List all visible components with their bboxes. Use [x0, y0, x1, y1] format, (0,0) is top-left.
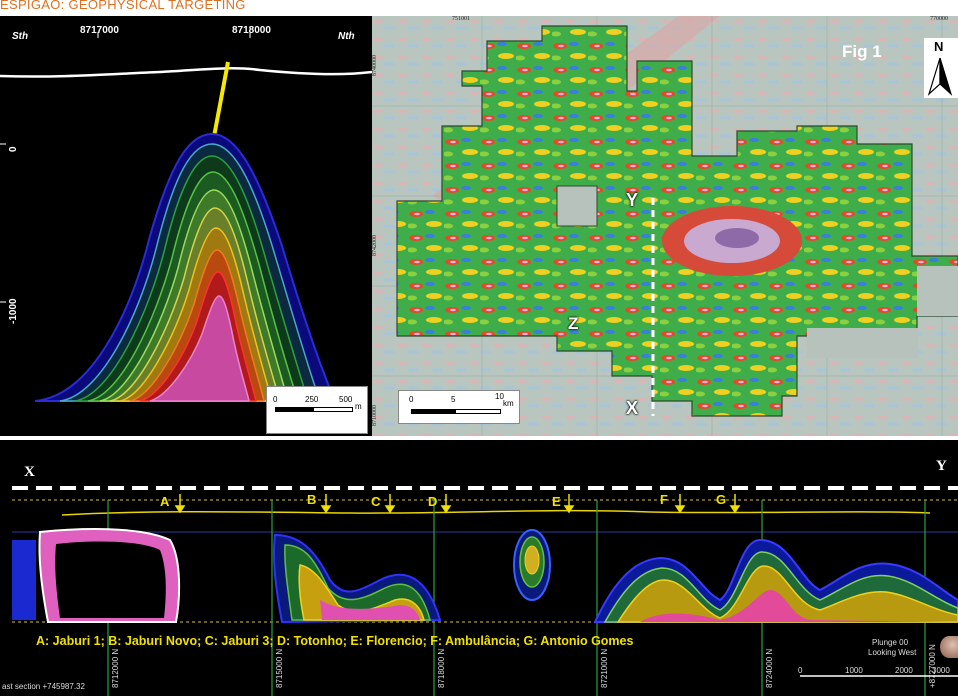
northing-label-4: 8721000 N [600, 648, 609, 688]
map-left-coord-2: 8742000 [372, 235, 378, 256]
map-top-coord-1: 751001 [452, 16, 470, 22]
target-marker-b: B [307, 492, 317, 507]
section-end-y-marker: Y [626, 190, 639, 210]
section-scale-label-250: 250 [305, 395, 319, 404]
northing-label-5: 8724000 N [765, 648, 774, 688]
section-scale-label-0: 0 [273, 395, 278, 404]
map-scale-label-0: 0 [409, 395, 414, 404]
target-marker-g: G [716, 492, 727, 507]
long-section-x-label: X [24, 464, 35, 480]
page-heading: ESPIGÃO: GEOPHYSICAL TARGETING [0, 0, 246, 12]
long-scale-label-3000: 3000 [932, 666, 950, 675]
cross-section-graphic [0, 32, 372, 402]
section-top-tick-2: 8718000 [232, 25, 271, 36]
map-scale-ruler [411, 409, 501, 414]
depth-tick-minus-1000: -1000 [8, 298, 19, 324]
northing-label-2: 8715000 N [275, 648, 284, 688]
depth-tick-0: 0 [8, 146, 19, 152]
target-marker-c: C [371, 494, 381, 509]
target-marker-e: E [552, 494, 561, 509]
section-scale-bar: 0 250 500 m [266, 386, 368, 434]
long-section-graphic [12, 486, 958, 696]
section-note: ast section +745987.32 [2, 682, 85, 691]
map-scale-unit: km [503, 399, 514, 408]
long-scale-label-1000: 1000 [845, 666, 863, 675]
north-arrow-icon [927, 57, 953, 96]
map-left-coord-3: 8710000 [372, 405, 378, 426]
north-label: N [934, 39, 944, 54]
map-scale-label-10: 10 [495, 392, 504, 401]
cross-section-panel: Sth Nth 8717000 8718000 0 -1000 0 250 50… [0, 16, 372, 436]
target-marker-f: F [660, 492, 668, 507]
map-left-coord-1: 8740000 [372, 55, 378, 76]
section-scale-ruler [275, 407, 353, 412]
northing-label-3: 8718000 N [437, 648, 446, 688]
north-arrow: N [924, 38, 958, 98]
long-section-panel: X Y A B C D E F G A: Jaburi 1; B: Jaburi… [0, 440, 958, 696]
plunge-label: Plunge 00 [872, 638, 909, 647]
target-marker-a: A [160, 494, 170, 509]
northing-label-1: 8712000 N [111, 648, 120, 688]
section-top-tick-1: 8717000 [80, 25, 119, 36]
zone-label: Z [568, 314, 579, 333]
section-scale-label-500: 500 [339, 395, 353, 404]
plan-map-panel: 751001 770000 8740000 8742000 8710000 Fi… [372, 16, 958, 436]
figure-label: Fig 1 [842, 42, 882, 61]
long-scale-label-2000: 2000 [895, 666, 913, 675]
orientation-globe-icon [940, 636, 958, 658]
plan-map-graphic [372, 16, 958, 436]
label-south: Sth [12, 31, 29, 42]
map-top-coord-2: 770000 [930, 16, 948, 22]
long-section-y-label: Y [936, 458, 947, 474]
target-legend: A: Jaburi 1; B: Jaburi Novo; C: Jaburi 3… [36, 634, 634, 648]
looking-label: Looking West [868, 648, 917, 657]
map-scale-bar: 0 5 10 km [398, 390, 520, 424]
target-marker-d: D [428, 494, 438, 509]
map-scale-label-5: 5 [451, 395, 456, 404]
label-north: Nth [338, 31, 355, 42]
long-scale-label-0: 0 [798, 666, 803, 675]
section-start-x-marker: X [626, 398, 639, 418]
section-scale-unit: m [355, 402, 362, 411]
